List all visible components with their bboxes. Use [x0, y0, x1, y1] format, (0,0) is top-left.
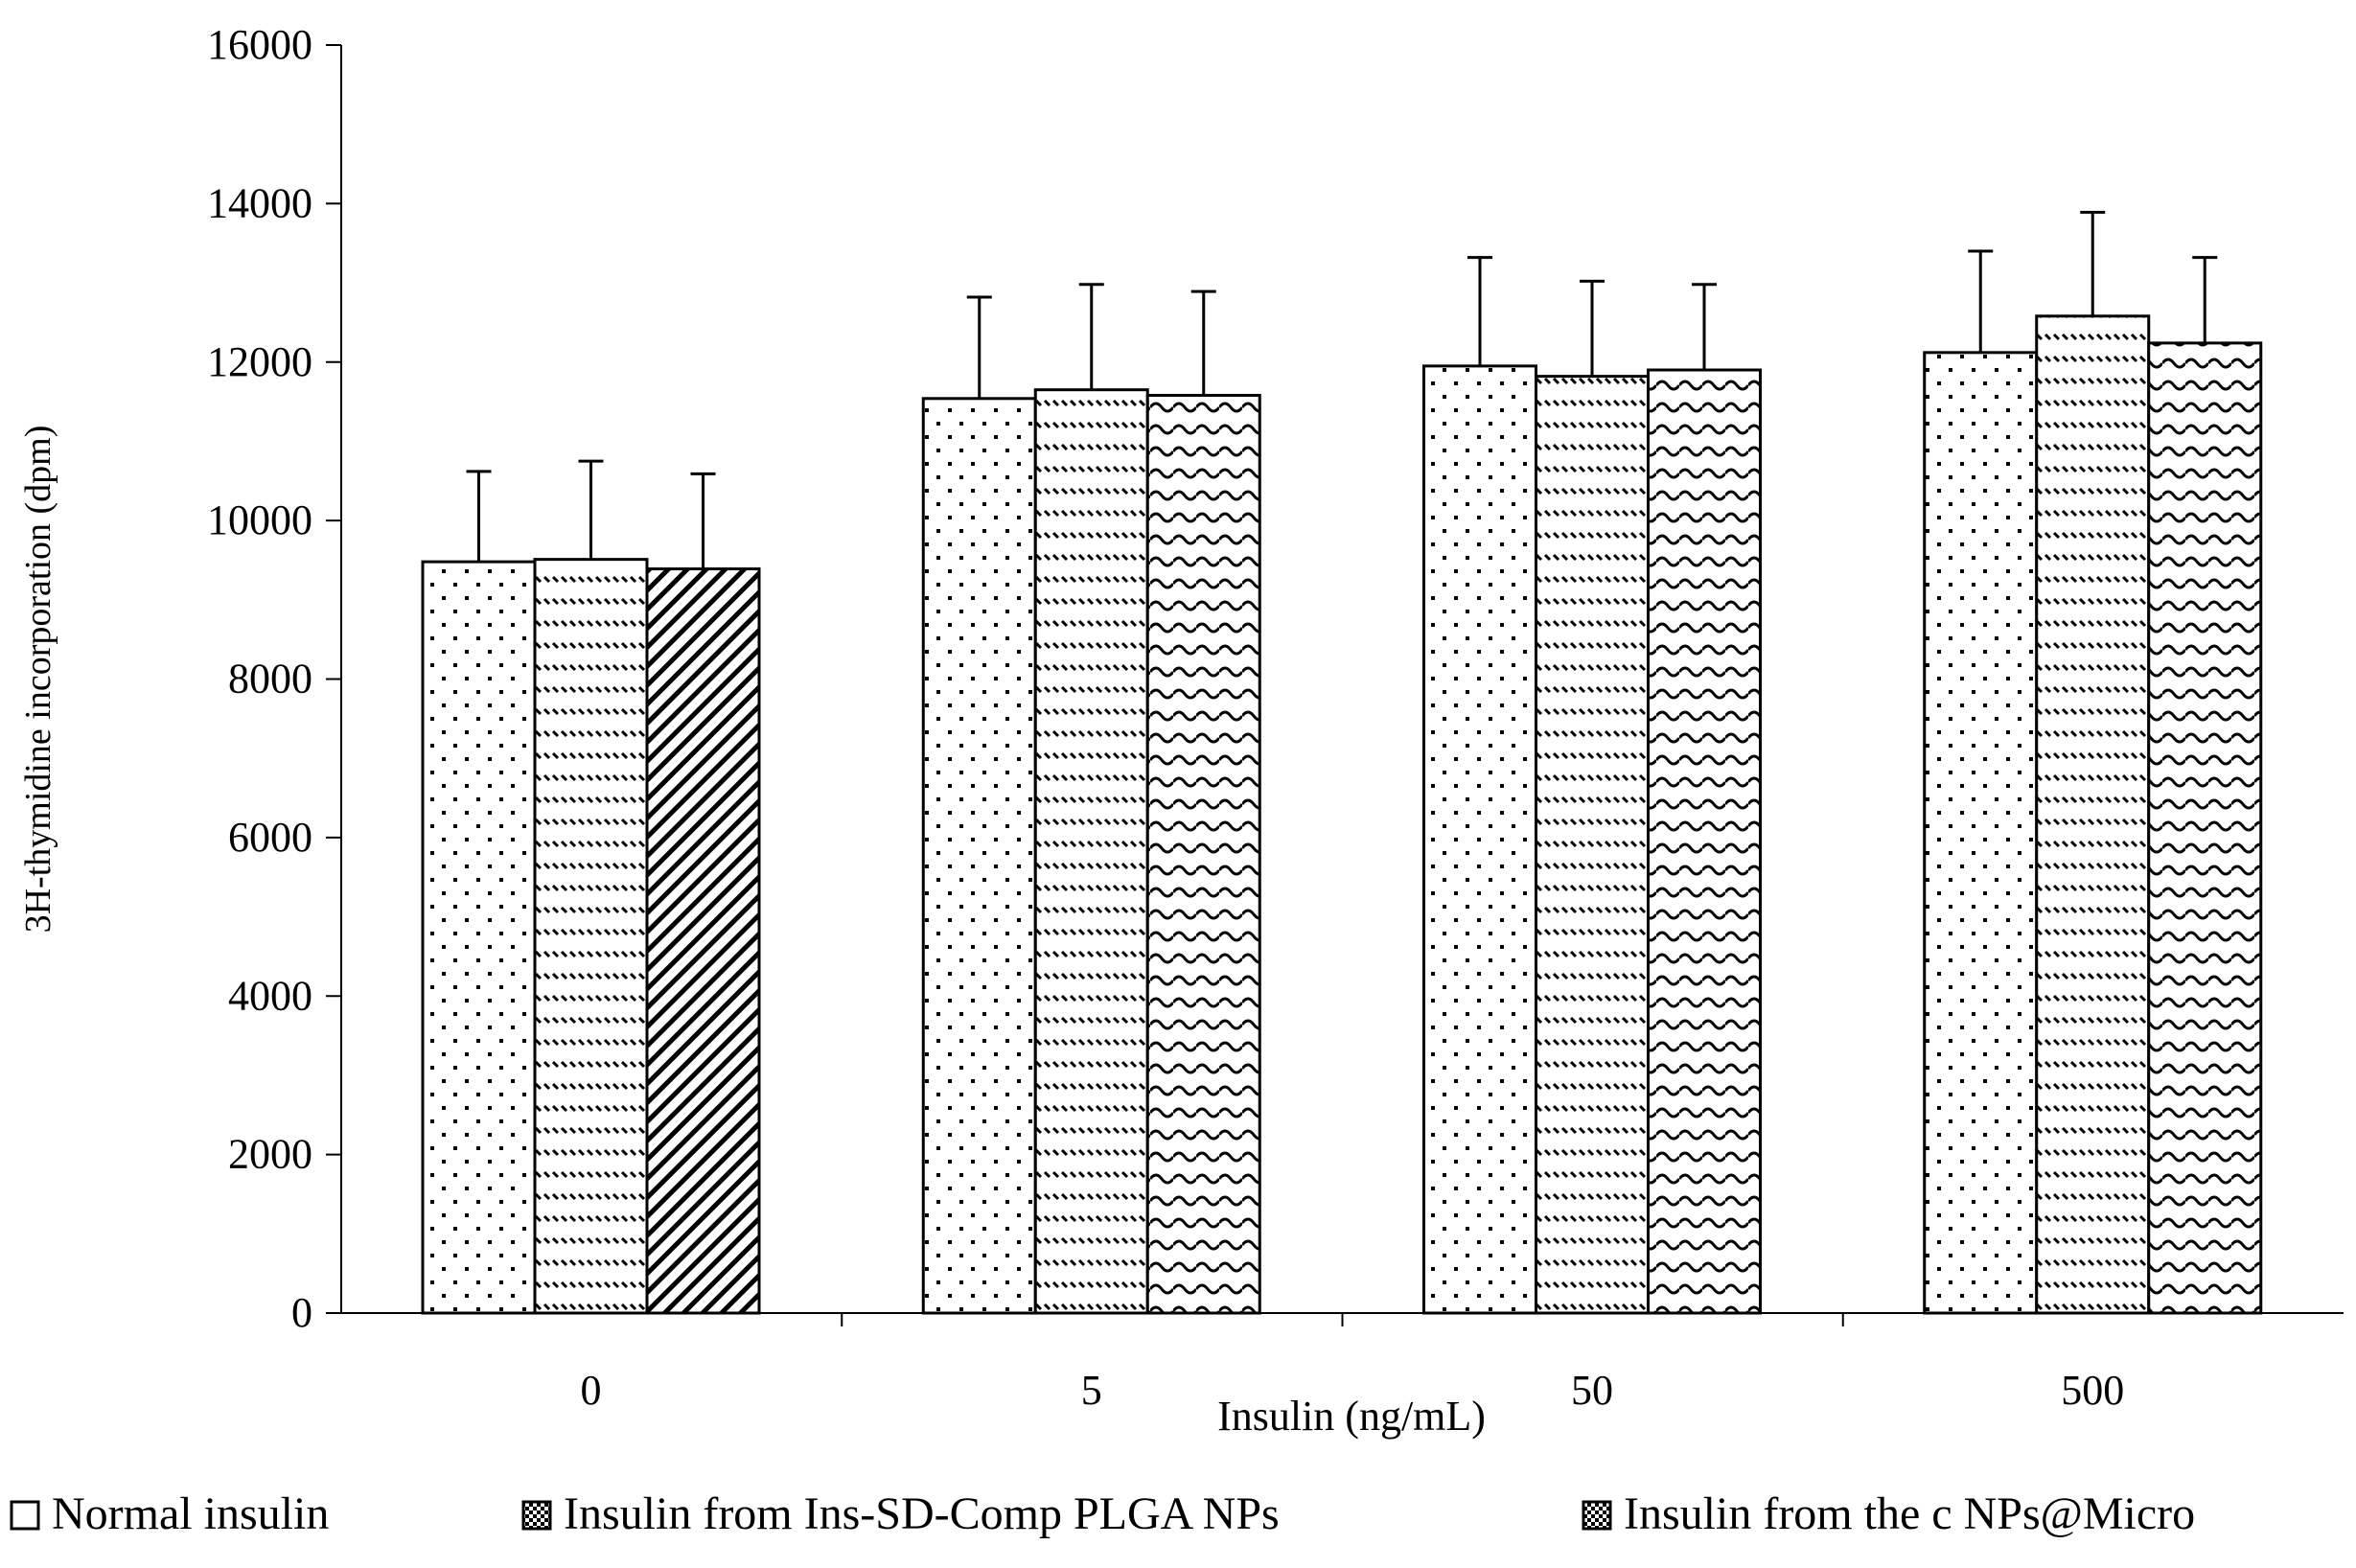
y-axis-title: 3H-thymidine incorporation (dpm) [18, 426, 58, 934]
y-tick-label: 12000 [207, 338, 312, 385]
bar [921, 397, 1037, 1315]
x-tick-label: 5 [1081, 1367, 1102, 1414]
bars [421, 314, 2263, 1315]
bar [2147, 341, 2263, 1315]
legend: Normal insulin Insulin from Ins-SD-Comp P… [10, 1488, 2195, 1539]
y-tick-label: 8000 [228, 656, 312, 703]
bar [1535, 375, 1650, 1315]
legend-label: Normal insulin [52, 1488, 329, 1539]
bar [533, 558, 649, 1315]
error-bars [466, 210, 2218, 569]
x-axis-title: Insulin (ng/mL) [1217, 1393, 1486, 1440]
x-tick-label: 0 [581, 1367, 602, 1414]
y-tick-label: 14000 [207, 179, 312, 226]
axis-labels: 0 2000 4000 6000 8000 10000 12000 14000 16000 0 5 5… [18, 21, 2124, 1440]
y-tick-label: 10000 [207, 496, 312, 543]
bar [1923, 351, 2039, 1315]
legend-label: Insulin from the c NPs@Micro [1624, 1488, 2195, 1539]
bar [1145, 393, 1261, 1315]
y-tick-label: 6000 [228, 814, 312, 861]
bar [645, 567, 761, 1315]
bar [1033, 388, 1149, 1315]
bar [421, 560, 537, 1315]
y-tick-label: 2000 [228, 1131, 312, 1178]
legend-swatch [10, 1500, 40, 1531]
y-tick-label: 16000 [207, 21, 312, 68]
bar [1422, 364, 1537, 1315]
y-tick-label: 4000 [228, 972, 312, 1019]
legend-swatch [521, 1500, 552, 1531]
legend-swatch [1582, 1500, 1612, 1531]
x-tick-label: 500 [2061, 1367, 2124, 1414]
y-tick-label: 0 [291, 1289, 312, 1336]
bar [2035, 314, 2151, 1315]
bar [1647, 368, 1762, 1315]
legend-label: Insulin from Ins-SD-Comp PLGA NPs [564, 1488, 1280, 1539]
x-tick-label: 50 [1571, 1367, 1613, 1414]
